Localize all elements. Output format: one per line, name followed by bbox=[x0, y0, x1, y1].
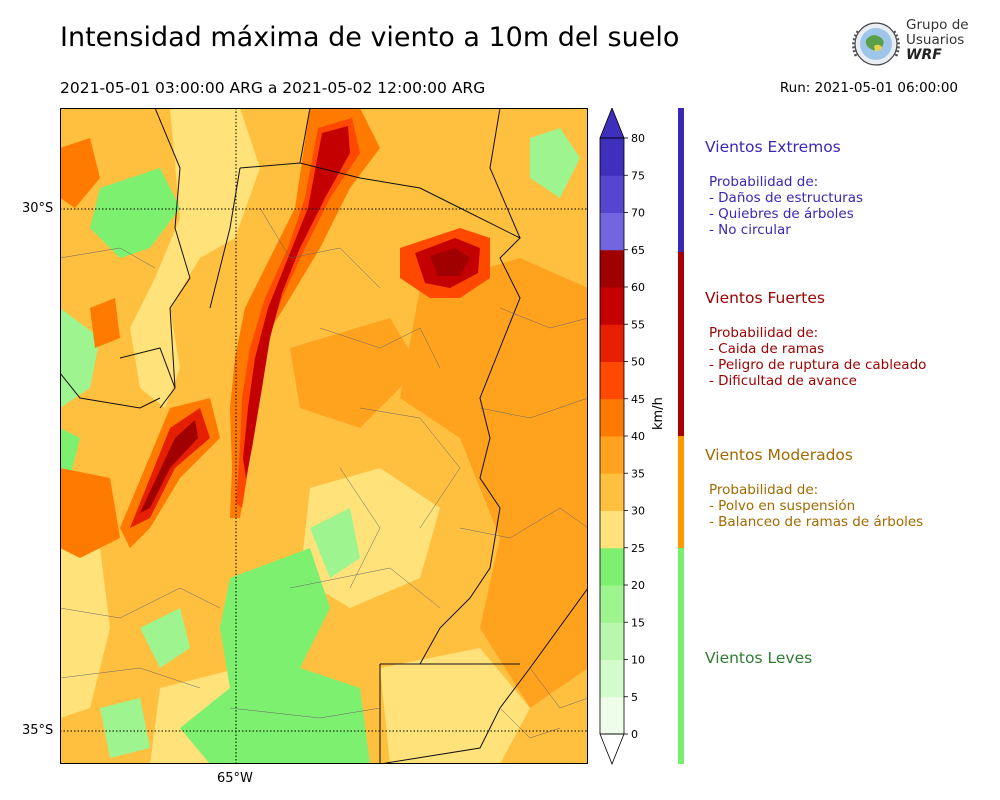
category-line: - Caida de ramas bbox=[709, 341, 825, 357]
category-line: - Dificultad de avance bbox=[709, 373, 857, 389]
colorbar-segment bbox=[600, 212, 624, 251]
category-bar-moderate bbox=[678, 436, 684, 548]
colorbar-tick-label: 65 bbox=[631, 244, 645, 257]
department-borders bbox=[60, 207, 588, 739]
run-time: Run: 2021-05-01 06:00:00 bbox=[779, 80, 958, 96]
colorbar-segment bbox=[600, 175, 624, 213]
colorbar-tick-label: 55 bbox=[631, 318, 645, 331]
map-frame bbox=[60, 108, 588, 764]
colorbar-tick-label: 45 bbox=[631, 393, 645, 406]
colorbar-segment bbox=[600, 622, 624, 660]
forecast-period: 2021-05-01 03:00:00 ARG a 2021-05-02 12:… bbox=[60, 79, 486, 97]
colorbar-segment bbox=[600, 510, 624, 549]
colorbar-tick-label: 35 bbox=[631, 467, 645, 480]
category-bar-light bbox=[678, 548, 684, 764]
category-bar-extreme bbox=[678, 108, 684, 252]
category-description: Probabilidad de: - Polvo en suspensión -… bbox=[705, 482, 985, 530]
colorbar-segment bbox=[600, 547, 624, 586]
colorbar-segment bbox=[600, 436, 624, 474]
zone-strong bbox=[90, 298, 120, 348]
zone-strong bbox=[243, 126, 350, 478]
zone-light bbox=[90, 168, 180, 258]
colorbar-tick-label: 5 bbox=[631, 691, 638, 704]
category-description: Probabilidad de: - Daños de estructuras … bbox=[705, 174, 985, 238]
wind-map bbox=[60, 108, 588, 764]
colorbar-tick-label: 10 bbox=[631, 654, 645, 667]
zone-light bbox=[530, 128, 580, 198]
colorbar-segment bbox=[600, 287, 624, 325]
logo-line-1: Grupo de bbox=[906, 17, 969, 33]
category-line: Probabilidad de: bbox=[709, 482, 819, 498]
zone-light bbox=[60, 428, 80, 478]
zone-moderate-high bbox=[400, 258, 588, 708]
zone-strong bbox=[140, 420, 198, 513]
category-line: - No circular bbox=[709, 222, 791, 238]
colorbar-tick-label: 25 bbox=[631, 542, 645, 555]
category-title: Vientos Fuertes bbox=[705, 289, 825, 307]
colorbar-tick-label: 70 bbox=[631, 207, 645, 220]
category-title: Vientos Extremos bbox=[705, 138, 841, 156]
zone-light bbox=[140, 608, 190, 668]
category-line: - Daños de estructuras bbox=[709, 190, 864, 206]
category-description: Probabilidad de: - Caida de ramas - Peli… bbox=[705, 325, 985, 389]
category-extreme: Vientos Extremos Probabilidad de: - Daño… bbox=[705, 138, 985, 238]
colorbar: 0 5 10 15 20 25 30 35 40 45 50 55 60 65 70 75 80 bbox=[599, 108, 645, 766]
colorbar-segment bbox=[600, 249, 624, 288]
logo-line-3: WRF bbox=[906, 47, 942, 63]
zone-light bbox=[180, 548, 370, 764]
colorbar-segment bbox=[600, 696, 624, 735]
colorbar-min-arrow bbox=[599, 733, 625, 766]
category-moderate: Vientos Moderados Probabilidad de: - Pol… bbox=[705, 446, 985, 530]
colorbar-tick-label: 75 bbox=[631, 169, 645, 182]
zone-strong bbox=[430, 248, 470, 276]
logo-line-2: Usuarios bbox=[906, 32, 965, 48]
page-title: Intensidad máxima de viento a 10m del su… bbox=[60, 22, 680, 53]
zone-light bbox=[100, 698, 150, 758]
wrf-logo: Grupo de Usuarios WRF bbox=[848, 16, 973, 74]
colorbar-tick-label: 0 bbox=[631, 728, 638, 741]
colorbar-segment bbox=[600, 398, 624, 437]
category-line: Probabilidad de: bbox=[709, 325, 819, 341]
colorbar-tick-label: 30 bbox=[631, 505, 645, 518]
lat-tick-30: 30°S bbox=[22, 201, 54, 216]
colorbar-segment bbox=[600, 585, 624, 623]
zone-strong bbox=[60, 138, 100, 208]
colorbar-segment bbox=[600, 361, 624, 400]
category-strong: Vientos Fuertes Probabilidad de: - Caida… bbox=[705, 289, 985, 389]
colorbar-segment bbox=[600, 324, 624, 362]
colorbar-tick-label: 50 bbox=[631, 356, 645, 369]
zone-moderate-low bbox=[60, 528, 110, 718]
zone-moderate-low bbox=[130, 108, 260, 408]
category-line: - Peligro de ruptura de cableado bbox=[709, 357, 927, 373]
colorbar-segment bbox=[600, 138, 624, 176]
zone-light bbox=[310, 508, 360, 578]
colorbar-tick-label: 20 bbox=[631, 579, 645, 592]
zone-strong bbox=[60, 468, 120, 558]
category-title: Vientos Leves bbox=[705, 649, 813, 667]
colorbar-tick-label: 60 bbox=[631, 281, 645, 294]
colorbar-tick-label: 80 bbox=[631, 132, 645, 145]
graticule bbox=[60, 108, 588, 764]
colorbar-unit: km/h bbox=[651, 397, 666, 430]
colorbar-tick-label: 40 bbox=[631, 430, 645, 443]
category-line: - Quiebres de árboles bbox=[709, 206, 854, 222]
colorbar-segment bbox=[600, 659, 624, 698]
colorbar-segment bbox=[600, 473, 624, 511]
category-title: Vientos Moderados bbox=[705, 446, 853, 464]
colorbar-tick-label: 15 bbox=[631, 616, 645, 629]
lon-tick-65: 65°W bbox=[217, 771, 253, 786]
category-line: - Balanceo de ramas de árboles bbox=[709, 514, 924, 530]
category-line: Probabilidad de: bbox=[709, 174, 819, 190]
category-line: - Polvo en suspensión bbox=[709, 498, 856, 514]
zone-moderate-low bbox=[380, 648, 530, 764]
zone-light bbox=[60, 308, 100, 408]
globe-logo-icon bbox=[852, 22, 900, 66]
lat-tick-35: 35°S bbox=[22, 723, 54, 738]
category-light: Vientos Leves bbox=[705, 649, 985, 667]
zone-moderate-high bbox=[290, 318, 420, 428]
category-bar-strong bbox=[678, 252, 684, 436]
colorbar-max-arrow bbox=[599, 108, 625, 139]
